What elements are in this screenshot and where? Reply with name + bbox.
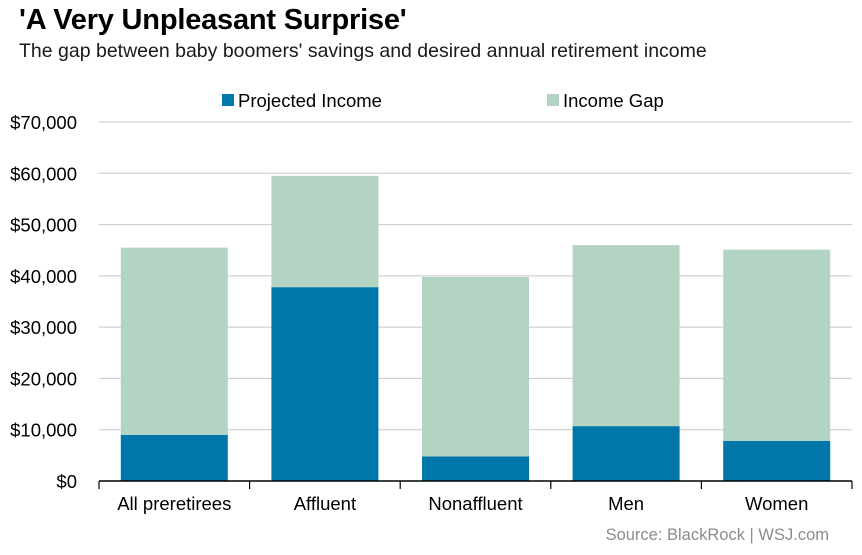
x-tick-label: All preretirees bbox=[117, 493, 231, 514]
legend-label: Projected Income bbox=[238, 90, 382, 111]
y-tick-label: $20,000 bbox=[10, 368, 77, 389]
x-tick-label: Men bbox=[608, 493, 644, 514]
legend: Projected Income Income Gap bbox=[222, 90, 664, 111]
bar-projected-income bbox=[572, 426, 680, 481]
x-axis bbox=[98, 480, 853, 489]
y-tick-label: $30,000 bbox=[10, 317, 77, 338]
y-tick-label: $10,000 bbox=[10, 420, 77, 441]
y-tick-label: $0 bbox=[56, 471, 77, 492]
x-tick-label: Nonaffluent bbox=[428, 493, 522, 514]
chart-title: 'A Very Unpleasant Surprise' bbox=[19, 4, 407, 36]
bar-income-gap bbox=[271, 175, 379, 288]
legend-label: Income Gap bbox=[563, 90, 664, 111]
y-tick-label: $40,000 bbox=[10, 266, 77, 287]
source-note: Source: BlackRock | WSJ.com bbox=[605, 526, 829, 544]
bar-income-gap bbox=[572, 245, 680, 427]
y-axis-tick-labels: $0 $10,000 $20,000 $30,000 $40,000 $50,000 $60… bbox=[10, 112, 77, 492]
bar-income-gap bbox=[723, 249, 831, 441]
bar-projected-income bbox=[120, 434, 228, 481]
bar-projected-income bbox=[422, 456, 529, 481]
bar-income-gap bbox=[422, 276, 529, 457]
x-tick-label: Women bbox=[745, 493, 808, 514]
chart-subtitle: The gap between baby boomers' savings an… bbox=[19, 40, 707, 62]
bar-projected-income bbox=[271, 287, 379, 481]
bars bbox=[120, 175, 831, 481]
x-axis-tick-labels: All preretirees Affluent Nonaffluent Men Wom… bbox=[117, 493, 808, 514]
legend-swatch-income-gap bbox=[547, 94, 559, 106]
y-tick-label: $50,000 bbox=[10, 215, 77, 236]
y-tick-label: $70,000 bbox=[10, 112, 77, 133]
y-tick-label: $60,000 bbox=[10, 163, 77, 184]
legend-swatch-projected-income bbox=[222, 94, 234, 106]
bar-income-gap bbox=[120, 247, 228, 435]
x-tick-label: Affluent bbox=[294, 493, 356, 514]
bar-projected-income bbox=[723, 440, 831, 481]
